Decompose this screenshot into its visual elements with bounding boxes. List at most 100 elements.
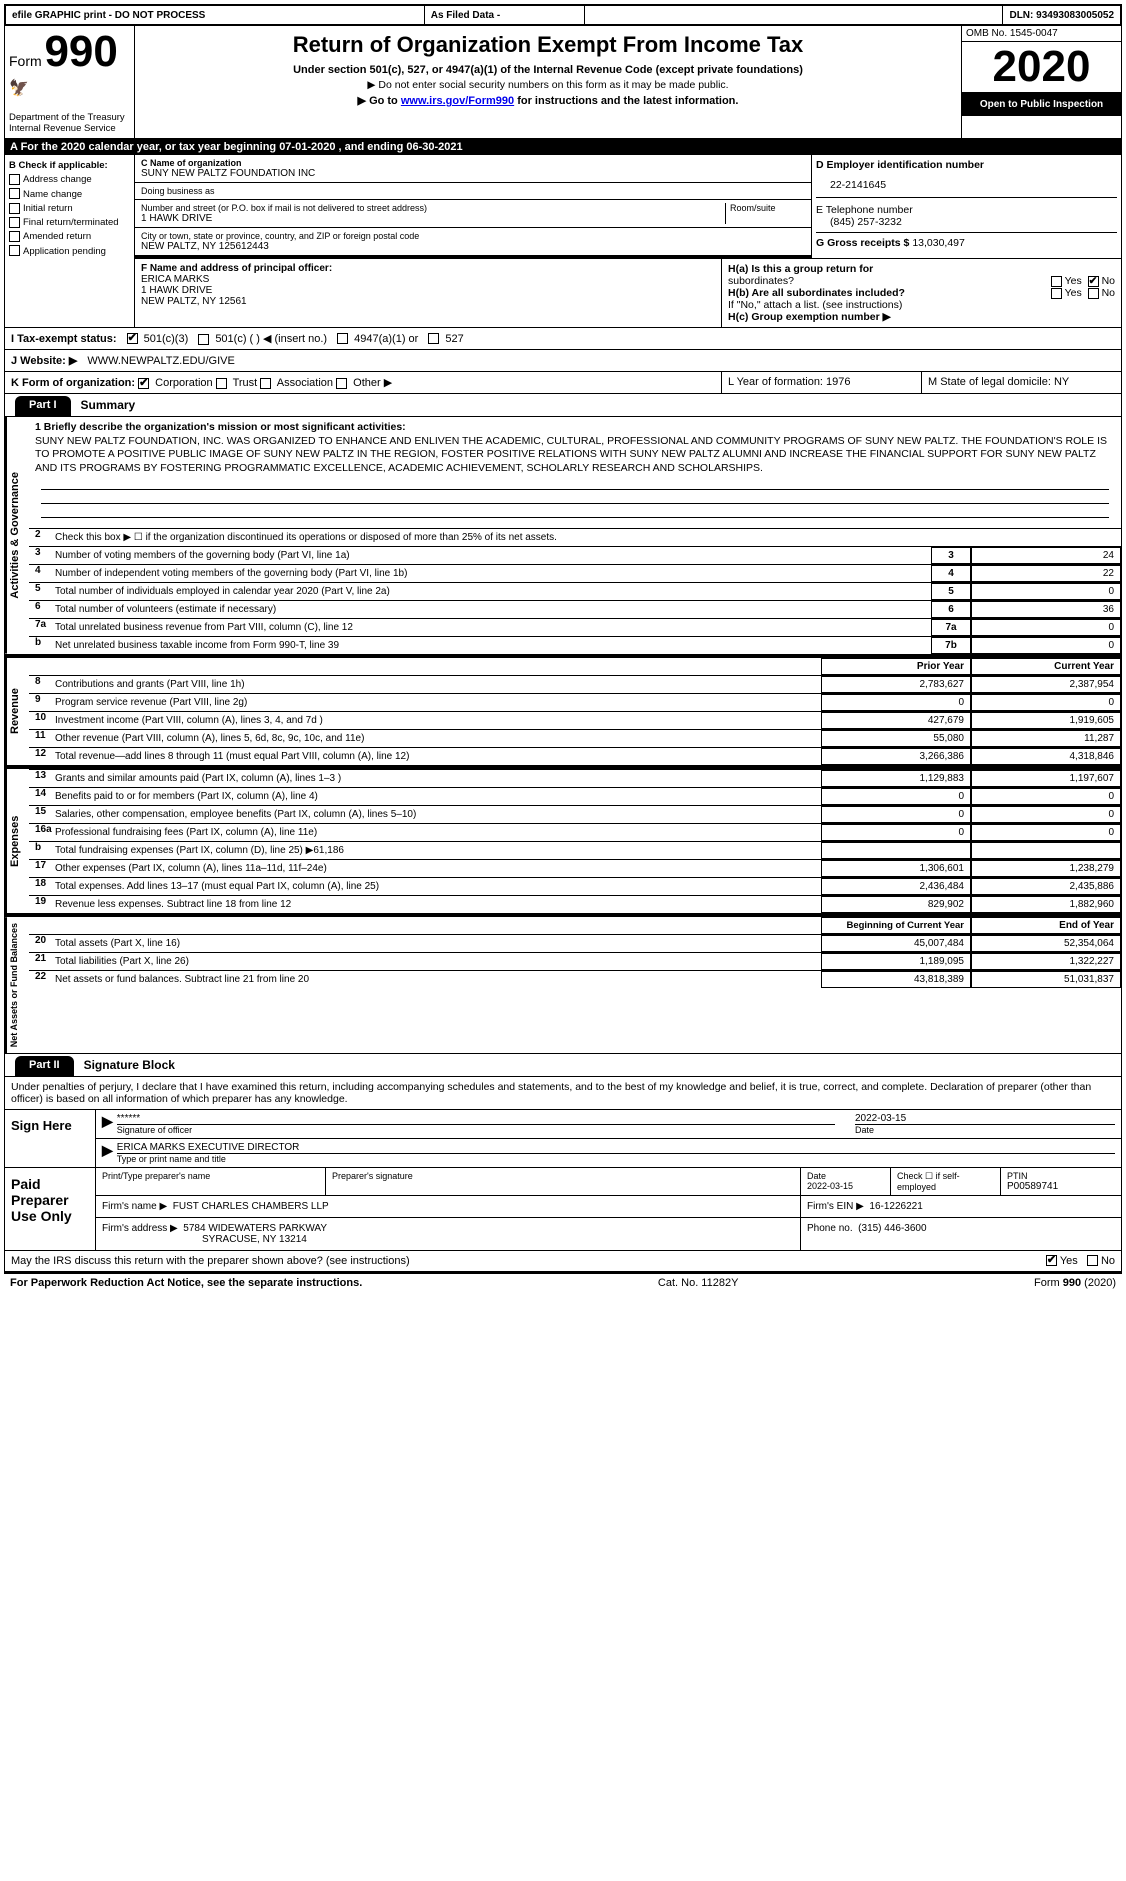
- line-8: 8Contributions and grants (Part VIII, li…: [29, 675, 1121, 693]
- summary-governance: Activities & Governance 1 Briefly descri…: [4, 417, 1122, 655]
- subtitle-1: Under section 501(c), 527, or 4947(a)(1)…: [141, 64, 955, 76]
- perjury-statement: Under penalties of perjury, I declare th…: [4, 1077, 1122, 1110]
- line-15: 15Salaries, other compensation, employee…: [29, 805, 1121, 823]
- sign-here-block: Sign Here ▶ ****** Signature of officer …: [4, 1110, 1122, 1168]
- org-name-cell: C Name of organization SUNY NEW PALTZ FO…: [135, 155, 811, 183]
- part2-header: Part II Signature Block: [4, 1054, 1122, 1077]
- vtab-governance: Activities & Governance: [5, 417, 29, 654]
- preparer-firm-row: Firm's name ▶ FUST CHARLES CHAMBERS LLP …: [95, 1196, 1121, 1218]
- line-13: 13Grants and similar amounts paid (Part …: [29, 769, 1121, 787]
- header-center: Return of Organization Exempt From Incom…: [135, 26, 961, 138]
- line-14: 14Benefits paid to or for members (Part …: [29, 787, 1121, 805]
- discuss-row: May the IRS discuss this return with the…: [4, 1251, 1122, 1272]
- gov-line-4: 4Number of independent voting members of…: [29, 564, 1121, 582]
- mission-block: 1 Briefly describe the organization's mi…: [29, 417, 1121, 528]
- row-k: K Form of organization: ✔ Corporation Tr…: [4, 372, 1122, 394]
- open-inspection: Open to Public Inspection: [962, 93, 1121, 116]
- ein-block: D Employer identification number 22-2141…: [816, 159, 1117, 198]
- room-suite: Room/suite: [725, 203, 805, 224]
- gov-line-6: 6Total number of volunteers (estimate if…: [29, 600, 1121, 618]
- row-j-website: J Website: ▶ WWW.NEWPALTZ.EDU/GIVE: [4, 350, 1122, 372]
- line-20: 20Total assets (Part X, line 16)45,007,4…: [29, 934, 1121, 952]
- vtab-netassets: Net Assets or Fund Balances: [5, 917, 29, 1053]
- dba-cell: Doing business as: [135, 183, 811, 200]
- eagle-icon: 🦅: [9, 78, 130, 98]
- summary-netassets: Net Assets or Fund Balances Beginning of…: [4, 914, 1122, 1054]
- cb-pending[interactable]: Application pending: [9, 245, 130, 259]
- irs-link[interactable]: www.irs.gov/Form990: [401, 95, 514, 107]
- row-i: I Tax-exempt status: ✔ 501(c)(3) 501(c) …: [4, 328, 1122, 350]
- form-header: Form 990 🦅 Department of the Treasury In…: [4, 26, 1122, 139]
- gross-receipts: G Gross receipts $ 13,030,497: [816, 237, 1117, 249]
- cb-name-change[interactable]: Name change: [9, 188, 130, 202]
- col-d-g: D Employer identification number 22-2141…: [811, 155, 1121, 258]
- section-b-to-h: B Check if applicable: Address change Na…: [4, 155, 1122, 328]
- arrow-icon: ▶: [102, 1113, 113, 1135]
- gov-line-3: 3Number of voting members of the governi…: [29, 546, 1121, 564]
- tax-year: 2020: [962, 42, 1121, 93]
- line-9: 9Program service revenue (Part VIII, lin…: [29, 693, 1121, 711]
- gov-line-2: 2Check this box ▶ ☐ if the organization …: [29, 528, 1121, 546]
- paid-preparer-block: Paid Preparer Use Only Print/Type prepar…: [4, 1168, 1122, 1251]
- phone-block: E Telephone number (845) 257-3232: [816, 204, 1117, 233]
- subtitle-3: ▶ Go to www.irs.gov/Form990 for instruct…: [141, 94, 955, 107]
- summary-revenue: Revenue Prior Year Current Year 8Contrib…: [4, 655, 1122, 766]
- cb-initial-return[interactable]: Initial return: [9, 202, 130, 216]
- subtitle-2: ▶ Do not enter social security numbers o…: [141, 79, 955, 91]
- part1-header: Part I Summary: [4, 394, 1122, 417]
- discuss-yes-no[interactable]: ✔Yes No: [1046, 1255, 1115, 1267]
- dln: DLN: 93493083005052: [1003, 6, 1120, 24]
- cb-final-return[interactable]: Final return/terminated: [9, 216, 130, 230]
- arrow-icon: ▶: [102, 1142, 113, 1164]
- year-formation: L Year of formation: 1976: [721, 372, 921, 393]
- col-b-checkboxes: B Check if applicable: Address change Na…: [5, 155, 135, 327]
- page-footer: For Paperwork Reduction Act Notice, see …: [4, 1272, 1122, 1292]
- line-19: 19Revenue less expenses. Subtract line 1…: [29, 895, 1121, 913]
- state-domicile: M State of legal domicile: NY: [921, 372, 1121, 393]
- header-right: OMB No. 1545-0047 2020 Open to Public In…: [961, 26, 1121, 138]
- cb-assoc[interactable]: Association: [260, 377, 333, 389]
- cb-amended[interactable]: Amended return: [9, 230, 130, 244]
- city-cell: City or town, state or province, country…: [135, 228, 811, 258]
- h-block: H(a) Is this a group return for subordin…: [721, 259, 1121, 327]
- line-10: 10Investment income (Part VIII, column (…: [29, 711, 1121, 729]
- form-990-page: efile GRAPHIC print - DO NOT PROCESS As …: [0, 0, 1126, 1296]
- preparer-addr-row: Firm's address ▶ 5784 WIDEWATERS PARKWAY…: [95, 1218, 1121, 1250]
- col-c-f: C Name of organization SUNY NEW PALTZ FO…: [135, 155, 1121, 327]
- line-16a: 16aProfessional fundraising fees (Part I…: [29, 823, 1121, 841]
- vtab-revenue: Revenue: [5, 658, 29, 765]
- cb-other[interactable]: Other ▶: [336, 377, 392, 389]
- efile-notice: efile GRAPHIC print - DO NOT PROCESS: [6, 6, 425, 24]
- line-b: bTotal fundraising expenses (Part IX, co…: [29, 841, 1121, 859]
- cb-527[interactable]: 527: [428, 333, 463, 345]
- ha-yes-no[interactable]: Yes ✔No: [1051, 275, 1115, 287]
- cb-address-change[interactable]: Address change: [9, 173, 130, 187]
- line-22: 22Net assets or fund balances. Subtract …: [29, 970, 1121, 988]
- line-17: 17Other expenses (Part IX, column (A), l…: [29, 859, 1121, 877]
- line-11: 11Other revenue (Part VIII, column (A), …: [29, 729, 1121, 747]
- omb-number: OMB No. 1545-0047: [962, 26, 1121, 42]
- line-12: 12Total revenue—add lines 8 through 11 (…: [29, 747, 1121, 765]
- vtab-expenses: Expenses: [5, 769, 29, 913]
- signature-line: ▶ ****** Signature of officer 2022-03-15…: [95, 1110, 1121, 1139]
- form-title: Return of Organization Exempt From Incom…: [141, 32, 955, 58]
- cb-corp[interactable]: ✔ Corporation: [138, 377, 213, 389]
- gov-line-7a: 7aTotal unrelated business revenue from …: [29, 618, 1121, 636]
- officer-block: F Name and address of principal officer:…: [135, 259, 721, 327]
- form-number: 990: [44, 27, 117, 76]
- gov-line-5: 5Total number of individuals employed in…: [29, 582, 1121, 600]
- top-bar: efile GRAPHIC print - DO NOT PROCESS As …: [4, 4, 1122, 26]
- cb-501c[interactable]: 501(c) ( ) ◀ (insert no.): [198, 332, 327, 345]
- spacer: [585, 6, 1004, 24]
- line-21: 21Total liabilities (Part X, line 26)1,1…: [29, 952, 1121, 970]
- cb-501c3[interactable]: ✔ 501(c)(3): [127, 333, 189, 345]
- summary-expenses: Expenses 13Grants and similar amounts pa…: [4, 766, 1122, 914]
- as-filed: As Filed Data -: [425, 6, 585, 24]
- preparer-row1: Print/Type preparer's name Preparer's si…: [95, 1168, 1121, 1196]
- hb-yes-no[interactable]: Yes No: [1051, 287, 1115, 299]
- gov-line-b: bNet unrelated business taxable income f…: [29, 636, 1121, 654]
- cb-4947[interactable]: 4947(a)(1) or: [337, 333, 418, 345]
- cb-trust[interactable]: Trust: [216, 377, 258, 389]
- dept-treasury: Department of the Treasury Internal Reve…: [9, 112, 130, 134]
- line-18: 18Total expenses. Add lines 13–17 (must …: [29, 877, 1121, 895]
